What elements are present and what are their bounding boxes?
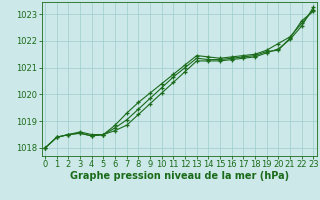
X-axis label: Graphe pression niveau de la mer (hPa): Graphe pression niveau de la mer (hPa): [70, 171, 289, 181]
